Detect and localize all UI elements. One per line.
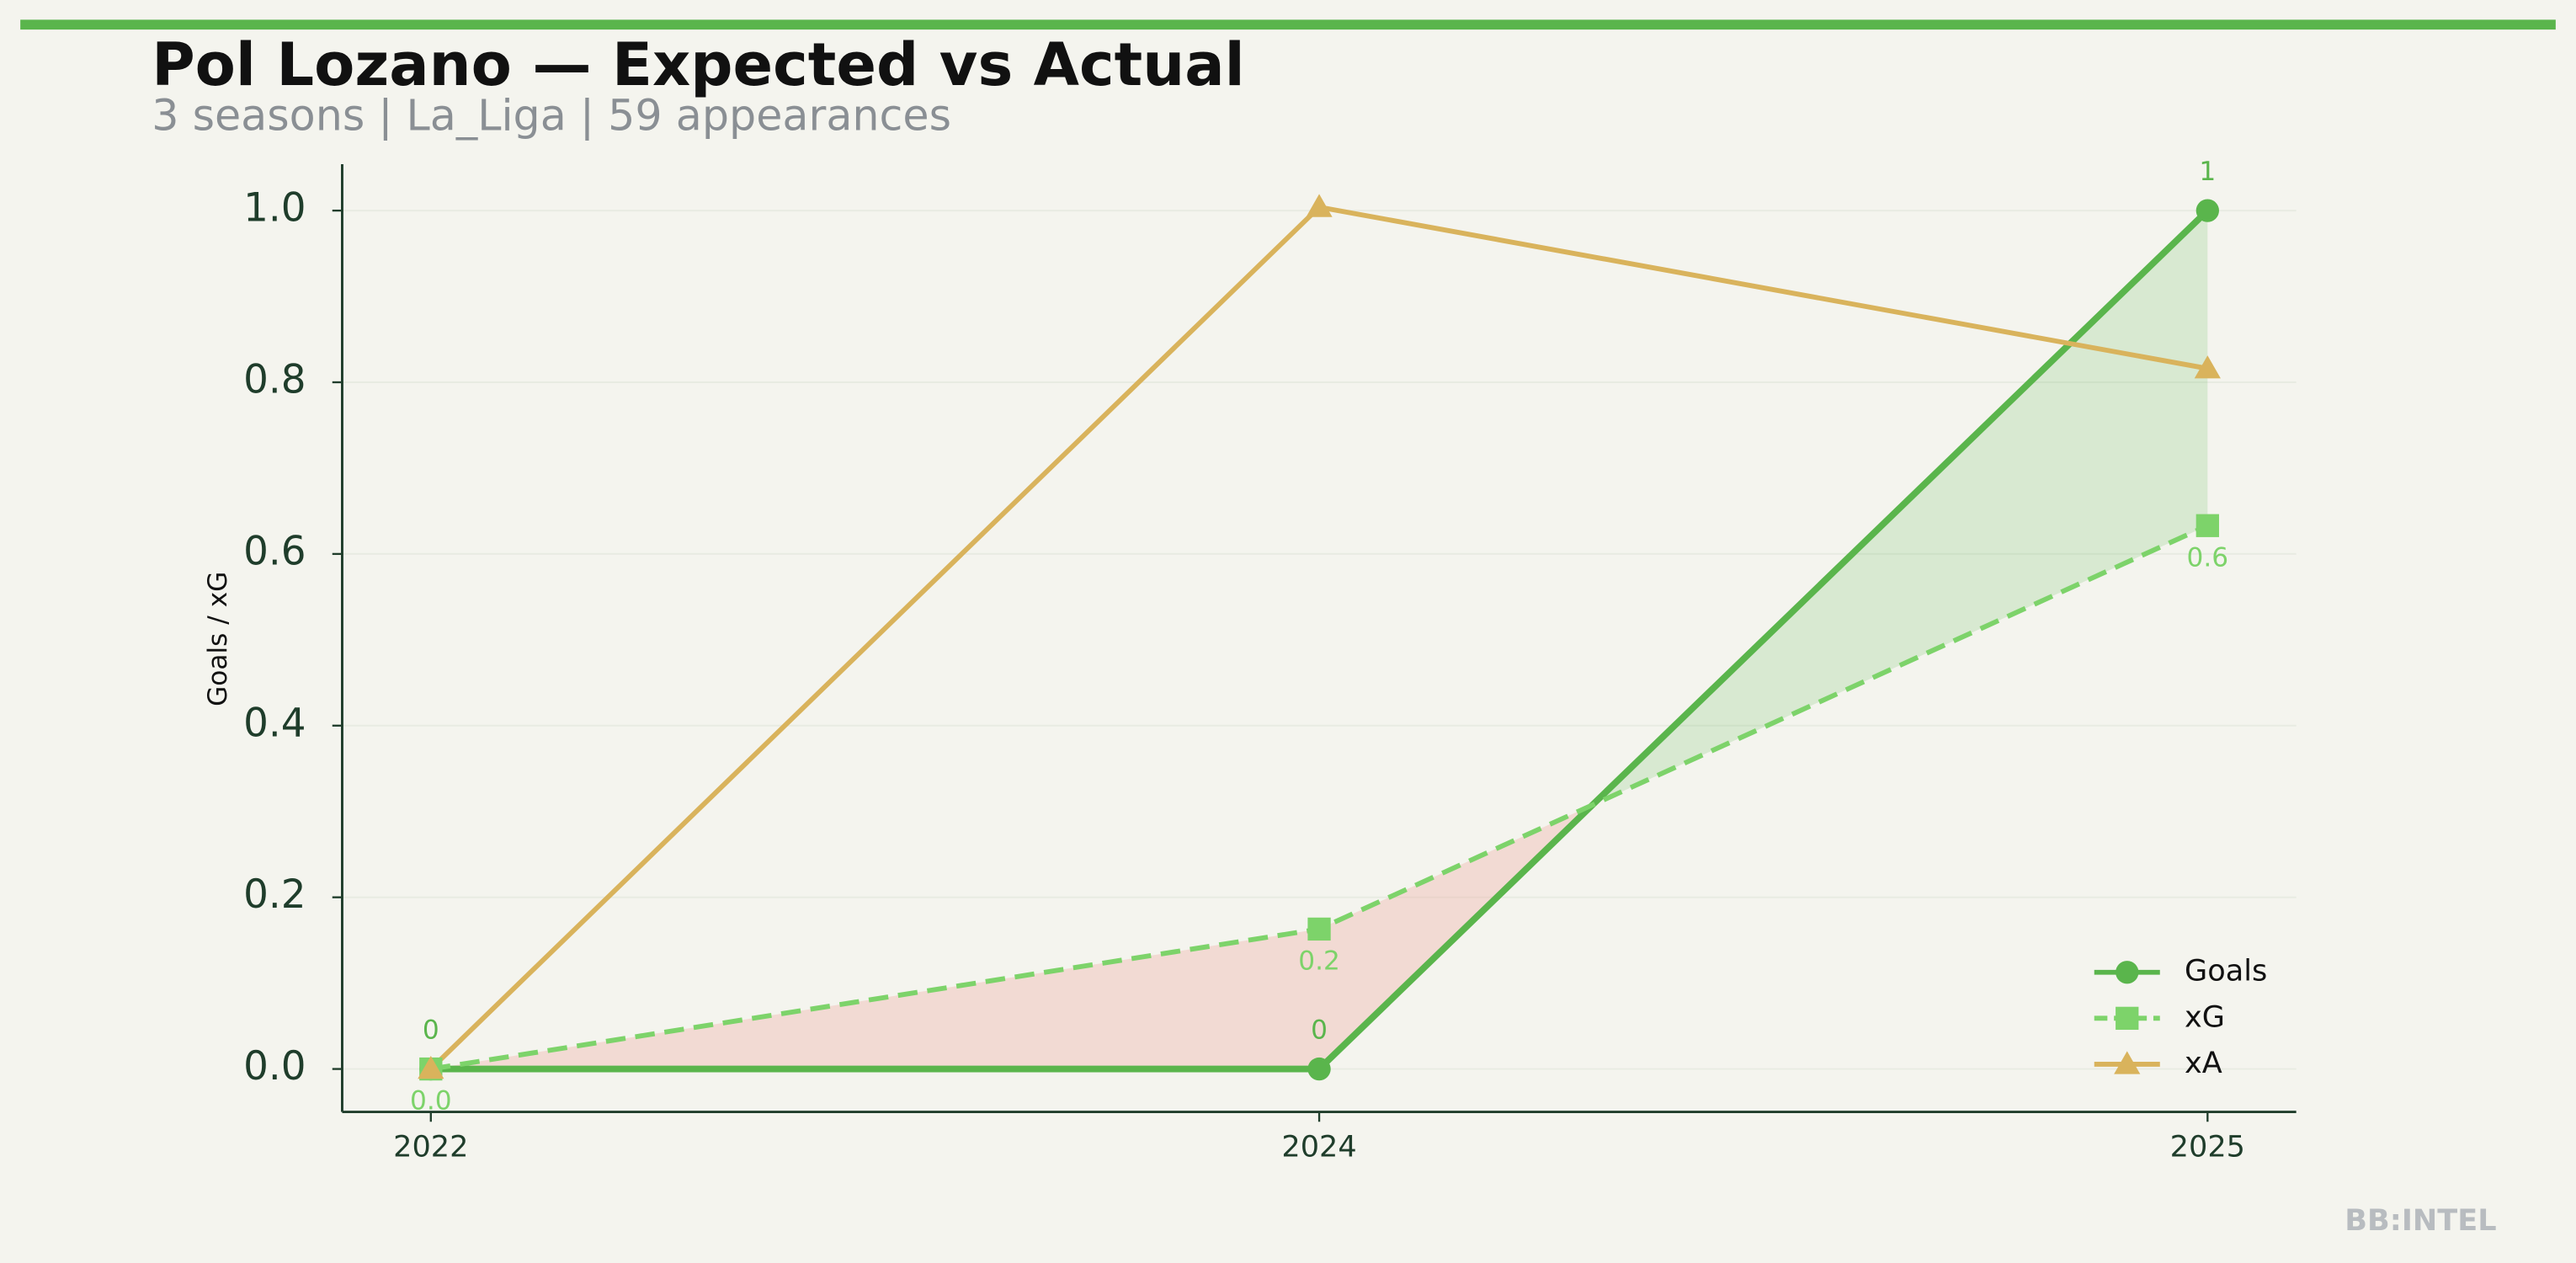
x-tick-label: 2025 bbox=[2170, 1129, 2245, 1164]
point bbox=[2194, 355, 2221, 379]
legend-marker bbox=[2114, 1051, 2141, 1074]
y-tick-label: 0.0 bbox=[243, 1044, 306, 1090]
chart-title: Pol Lozano — Expected vs Actual bbox=[152, 30, 1244, 99]
point bbox=[2195, 514, 2219, 537]
legend-marker bbox=[2116, 961, 2139, 984]
y-tick-label: 0.4 bbox=[243, 701, 306, 746]
accent-bar bbox=[20, 19, 2556, 30]
value-label: 0 bbox=[1311, 1015, 1328, 1046]
y-tick-label: 0.8 bbox=[243, 358, 306, 403]
x-tick-label: 2022 bbox=[393, 1129, 468, 1164]
watermark: BB:INTEL bbox=[2344, 1203, 2496, 1238]
y-tick-label: 0.2 bbox=[243, 872, 306, 918]
plot-area: 0.0 0.2 0.4 0.6 0.8 1.0 2022 2024 2025 0 0 1 0.0 0.2 0… bbox=[243, 157, 2297, 1164]
point bbox=[2195, 199, 2219, 222]
point bbox=[1306, 194, 1333, 217]
legend-marker bbox=[2116, 1006, 2139, 1031]
legend-label: Goals bbox=[2185, 954, 2267, 989]
point bbox=[1307, 1057, 1331, 1081]
chart-subtitle: 3 seasons | La_Liga | 59 appearances bbox=[152, 90, 951, 141]
y-tick-label: 1.0 bbox=[243, 186, 306, 232]
value-label: 1 bbox=[2199, 157, 2216, 187]
value-label: 0.6 bbox=[2187, 542, 2229, 573]
y-axis-label: Goals / xG bbox=[203, 572, 233, 706]
legend-label: xA bbox=[2185, 1046, 2222, 1080]
legend-label: xG bbox=[2185, 999, 2225, 1034]
value-label: 0 bbox=[423, 1015, 439, 1046]
x-tick-label: 2024 bbox=[1281, 1129, 1356, 1164]
point bbox=[418, 1055, 444, 1079]
value-label: 0.2 bbox=[1298, 946, 1340, 976]
point bbox=[1307, 917, 1331, 941]
value-label: 0.0 bbox=[410, 1086, 452, 1116]
y-tick-label: 0.6 bbox=[243, 529, 306, 574]
